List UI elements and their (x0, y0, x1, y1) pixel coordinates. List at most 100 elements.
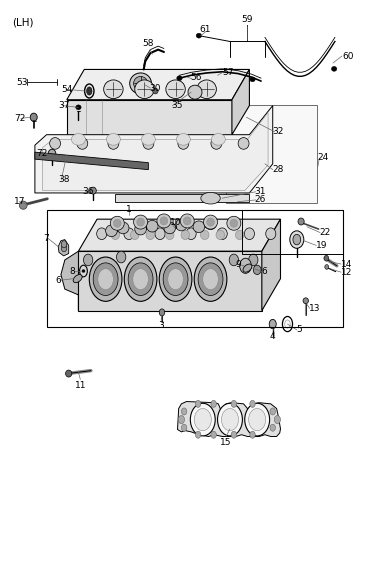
Ellipse shape (159, 257, 192, 301)
Ellipse shape (243, 264, 252, 272)
Text: 36: 36 (82, 187, 94, 196)
Ellipse shape (146, 220, 158, 232)
Ellipse shape (245, 228, 254, 239)
Ellipse shape (253, 265, 261, 274)
Ellipse shape (176, 134, 190, 145)
Ellipse shape (249, 254, 258, 266)
Polygon shape (262, 219, 280, 311)
Ellipse shape (266, 228, 276, 239)
Ellipse shape (176, 219, 187, 231)
Text: 8: 8 (69, 266, 75, 276)
Ellipse shape (166, 80, 185, 99)
Ellipse shape (135, 80, 154, 99)
Ellipse shape (204, 215, 218, 229)
Ellipse shape (218, 404, 243, 436)
Ellipse shape (229, 254, 239, 266)
Ellipse shape (20, 201, 27, 209)
Ellipse shape (134, 77, 147, 91)
Ellipse shape (133, 269, 148, 290)
Polygon shape (35, 152, 148, 169)
Ellipse shape (181, 230, 190, 239)
Ellipse shape (178, 138, 189, 150)
Ellipse shape (211, 431, 216, 438)
Ellipse shape (325, 265, 329, 269)
Ellipse shape (236, 230, 244, 239)
Ellipse shape (211, 134, 225, 145)
Ellipse shape (217, 228, 227, 239)
Text: 14: 14 (341, 259, 352, 269)
Ellipse shape (186, 228, 196, 239)
Text: 38: 38 (58, 175, 70, 184)
Ellipse shape (177, 76, 182, 81)
Text: 61: 61 (199, 25, 211, 34)
Ellipse shape (76, 105, 81, 110)
Text: 54: 54 (61, 85, 72, 94)
Text: 13: 13 (309, 304, 320, 313)
Ellipse shape (83, 254, 93, 266)
Ellipse shape (130, 73, 151, 94)
Ellipse shape (61, 245, 67, 252)
Ellipse shape (146, 230, 154, 239)
Ellipse shape (181, 408, 187, 415)
Ellipse shape (303, 298, 308, 304)
Ellipse shape (117, 222, 129, 234)
Text: 3: 3 (158, 321, 164, 330)
Text: 4: 4 (270, 332, 275, 340)
Ellipse shape (30, 113, 37, 121)
Ellipse shape (270, 408, 275, 415)
Ellipse shape (193, 221, 205, 232)
Text: 24: 24 (317, 154, 329, 162)
Polygon shape (43, 113, 268, 190)
Ellipse shape (211, 401, 216, 408)
Text: 30: 30 (149, 84, 161, 93)
Text: 32: 32 (273, 127, 284, 136)
Ellipse shape (207, 218, 215, 226)
Text: 35: 35 (172, 101, 183, 110)
Ellipse shape (197, 80, 216, 99)
Text: 6: 6 (261, 267, 267, 276)
Ellipse shape (188, 85, 202, 99)
Text: 72: 72 (36, 149, 48, 158)
Ellipse shape (298, 218, 304, 225)
Ellipse shape (104, 80, 123, 99)
Ellipse shape (290, 231, 304, 248)
Ellipse shape (163, 263, 188, 296)
Ellipse shape (180, 214, 194, 228)
Text: 11: 11 (74, 381, 86, 390)
Ellipse shape (113, 219, 121, 227)
Polygon shape (67, 100, 232, 135)
Ellipse shape (293, 234, 301, 245)
Text: 60: 60 (343, 51, 354, 61)
Ellipse shape (216, 230, 225, 239)
Ellipse shape (164, 222, 176, 234)
Ellipse shape (48, 150, 56, 159)
Ellipse shape (106, 134, 121, 145)
Ellipse shape (168, 269, 183, 290)
Ellipse shape (124, 257, 157, 301)
Ellipse shape (231, 401, 237, 408)
Ellipse shape (227, 216, 241, 230)
Ellipse shape (93, 263, 118, 296)
Text: 28: 28 (273, 165, 284, 174)
Text: 12: 12 (341, 267, 352, 277)
Polygon shape (78, 251, 262, 311)
Text: 17: 17 (14, 197, 26, 206)
Polygon shape (177, 402, 280, 436)
Text: 7: 7 (44, 234, 49, 243)
Ellipse shape (181, 424, 187, 431)
Ellipse shape (61, 241, 67, 248)
Ellipse shape (165, 230, 174, 239)
Ellipse shape (124, 228, 134, 239)
Ellipse shape (137, 218, 144, 226)
Text: (LH): (LH) (12, 17, 34, 27)
Ellipse shape (141, 134, 155, 145)
Ellipse shape (194, 257, 227, 301)
Text: 9: 9 (236, 259, 241, 269)
Ellipse shape (230, 219, 238, 227)
Ellipse shape (231, 431, 237, 438)
Polygon shape (115, 194, 250, 201)
Ellipse shape (205, 218, 216, 230)
Ellipse shape (196, 33, 202, 38)
Ellipse shape (117, 251, 126, 263)
Ellipse shape (245, 404, 269, 436)
